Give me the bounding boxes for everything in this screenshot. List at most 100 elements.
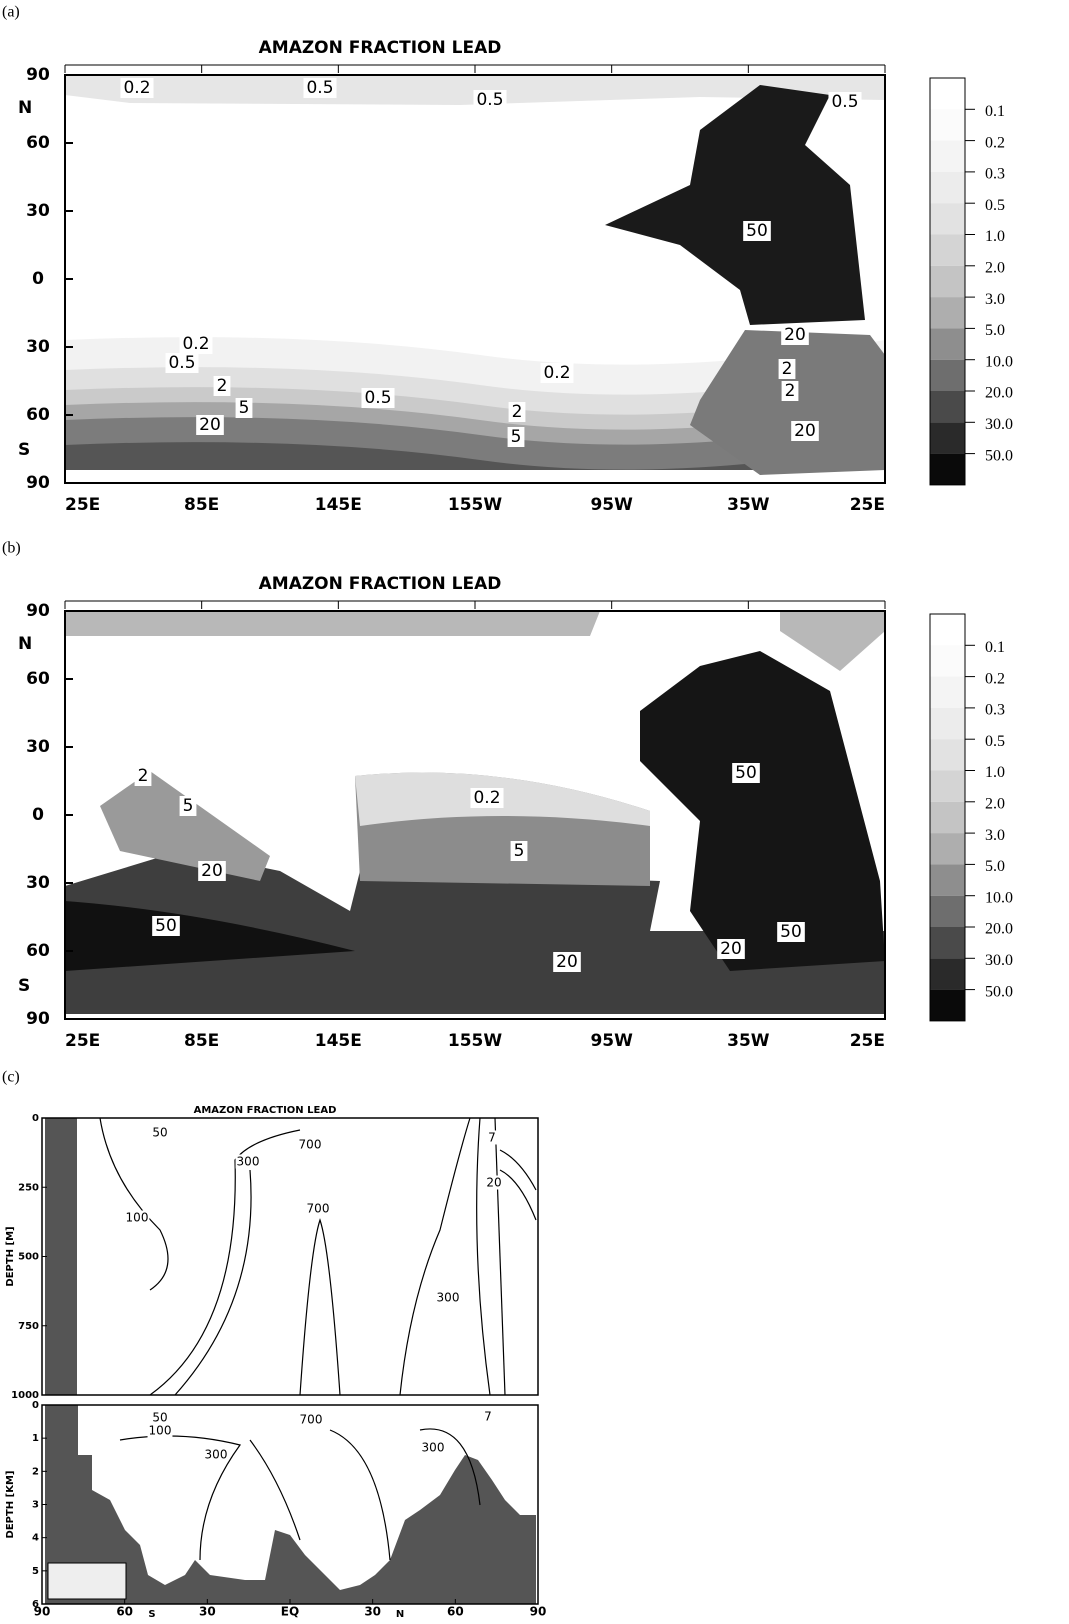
legend-label: 30.0 (985, 416, 1013, 433)
contour-label: 700 (300, 1413, 323, 1427)
x-tick-label: 145E (315, 1031, 362, 1051)
legend-label: 5.0 (985, 322, 1005, 339)
y-tick-label: 30 (26, 337, 50, 357)
contour-label: 7 (484, 1410, 492, 1424)
legend-swatch (930, 896, 965, 927)
contour-label: 5 (511, 427, 522, 447)
y-tick-label: 90 (26, 65, 50, 85)
legend-swatch (930, 677, 965, 708)
contour-label: 20 (556, 952, 578, 972)
contour-label: 100 (126, 1211, 149, 1225)
x-tick-label: EQ (281, 1605, 299, 1619)
legend-label: 10.0 (985, 353, 1013, 370)
y-tick-label: 60 (26, 669, 50, 689)
x-tick-label: 155W (448, 495, 502, 515)
hemisphere-label: S (18, 440, 30, 460)
legend-label: 3.0 (985, 291, 1005, 308)
legend-label: 0.1 (985, 103, 1005, 120)
hemisphere-label: S (148, 1609, 155, 1620)
legend-label: 0.1 (985, 639, 1005, 656)
hemisphere-label: N (396, 1609, 404, 1620)
legend-label: 20.0 (985, 921, 1013, 938)
legend-label: 3.0 (985, 827, 1005, 844)
contour-label: 50 (746, 221, 768, 241)
y-tick-label: 60 (26, 941, 50, 961)
axis-label: DEPTH [M] (5, 1226, 16, 1286)
y-tick-label: 60 (26, 405, 50, 425)
y-tick-label: 0 (32, 1113, 39, 1124)
legend-swatch (930, 328, 965, 359)
legend-swatch (930, 203, 965, 234)
legend-swatch (930, 802, 965, 833)
contour-label: 50 (155, 916, 177, 936)
legend-swatch (930, 78, 965, 109)
legend-swatch (930, 172, 965, 203)
contour-label: 50 (735, 763, 757, 783)
contour-label: 0.5 (168, 353, 195, 373)
y-tick-label: 3 (32, 1500, 39, 1511)
legend-label: 50.0 (985, 447, 1013, 464)
x-tick-label: 155W (448, 1031, 502, 1051)
contour-label: 20 (784, 325, 806, 345)
legend-swatch (930, 109, 965, 140)
contour-label: 0.5 (476, 90, 503, 110)
contour-label: 0.2 (182, 334, 209, 354)
x-tick-label: 60 (116, 1605, 133, 1619)
contour-label: 20 (720, 939, 742, 959)
contour-label: 20 (201, 861, 223, 881)
hemisphere-label: N (18, 98, 32, 118)
y-tick-label: 30 (26, 201, 50, 221)
legend-label: 0.5 (985, 733, 1005, 750)
y-tick-label: 60 (26, 133, 50, 153)
legend-swatch (930, 771, 965, 802)
y-tick-label: 30 (26, 873, 50, 893)
x-tick-label: 90 (530, 1605, 547, 1619)
x-tick-label: 95W (590, 1031, 633, 1051)
y-tick-label: 250 (18, 1182, 39, 1193)
y-tick-label: 750 (18, 1321, 39, 1332)
legend-label: 0.5 (985, 197, 1005, 214)
legend-swatch (930, 833, 965, 864)
legend-swatch (930, 266, 965, 297)
legend-swatch (930, 614, 965, 645)
contour-label: 20 (794, 421, 816, 441)
contour-label: 0.5 (306, 78, 333, 98)
contour-label: 5 (514, 841, 525, 861)
contour-label: 5 (239, 398, 250, 418)
y-tick-label: 30 (26, 737, 50, 757)
contour-label: 2 (512, 402, 523, 422)
contour-label: 300 (437, 1291, 460, 1305)
contour-label: 700 (299, 1138, 322, 1152)
x-tick-label: 60 (447, 1605, 464, 1619)
legend-label: 30.0 (985, 952, 1013, 969)
legend-swatch (930, 990, 965, 1021)
legend-swatch (930, 141, 965, 172)
contour-label: 0.2 (123, 78, 150, 98)
legend-swatch (930, 645, 965, 676)
y-tick-label: 4 (32, 1533, 39, 1544)
legend-label: 0.3 (985, 166, 1005, 183)
legend-label: 0.2 (985, 134, 1005, 151)
y-tick-label: 1 (32, 1433, 39, 1444)
x-tick-label: 85E (184, 1031, 219, 1051)
x-tick-label: 25E (850, 1031, 885, 1051)
x-tick-label: 30 (364, 1605, 381, 1619)
panel-label: (a) (2, 4, 20, 21)
contour-label: 300 (205, 1448, 228, 1462)
legend-swatch (930, 864, 965, 895)
land (45, 1118, 77, 1395)
contour-label: 2 (785, 381, 796, 401)
contour-label: 50 (152, 1126, 167, 1140)
legend-label: 0.2 (985, 670, 1005, 687)
panel-title: AMAZON FRACTION LEAD (259, 574, 502, 594)
x-tick-label: 145E (315, 495, 362, 515)
legend-swatch (930, 958, 965, 989)
legend-swatch (930, 235, 965, 266)
legend-label: 2.0 (985, 259, 1005, 276)
hemisphere-label: S (18, 976, 30, 996)
y-tick-label: 0 (32, 269, 44, 289)
legend-label: 1.0 (985, 764, 1005, 781)
legend-label: 20.0 (985, 385, 1013, 402)
inset-map (48, 1563, 126, 1599)
panel-title: AMAZON FRACTION LEAD (259, 38, 502, 58)
